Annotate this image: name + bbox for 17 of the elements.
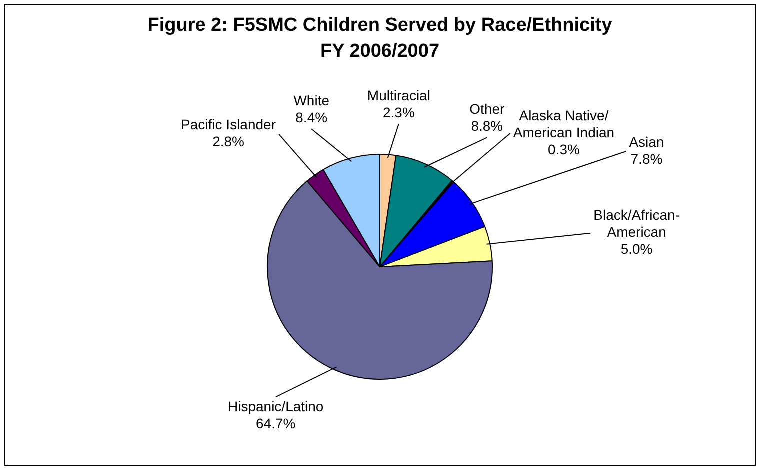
data-label: 0.3%	[548, 141, 580, 158]
slice-label: Black/African- American	[594, 207, 680, 240]
chart-title: Figure 2: F5SMC Children Served by Race/Ethnicity FY 2006/2007	[146, 14, 614, 64]
slice-label: Asian	[629, 134, 664, 150]
data-label: 64.7%	[256, 416, 296, 432]
slice-label: White	[294, 92, 330, 108]
slice-label: Pacific Islander	[181, 116, 276, 133]
data-label: 2.8%	[212, 134, 244, 150]
data-label: 2.3%	[382, 104, 415, 120]
slice-label: Other	[470, 101, 506, 118]
slice-label: Alaska Native/ American Indian	[513, 107, 615, 140]
data-label: 7.8%	[630, 150, 663, 167]
data-label: 8.4%	[296, 109, 328, 126]
slice-label: Hispanic/Latino	[228, 398, 324, 415]
data-label: 5.0%	[620, 241, 653, 258]
data-label: 8.8%	[471, 118, 504, 134]
slice-label: Multiracial	[367, 87, 430, 104]
